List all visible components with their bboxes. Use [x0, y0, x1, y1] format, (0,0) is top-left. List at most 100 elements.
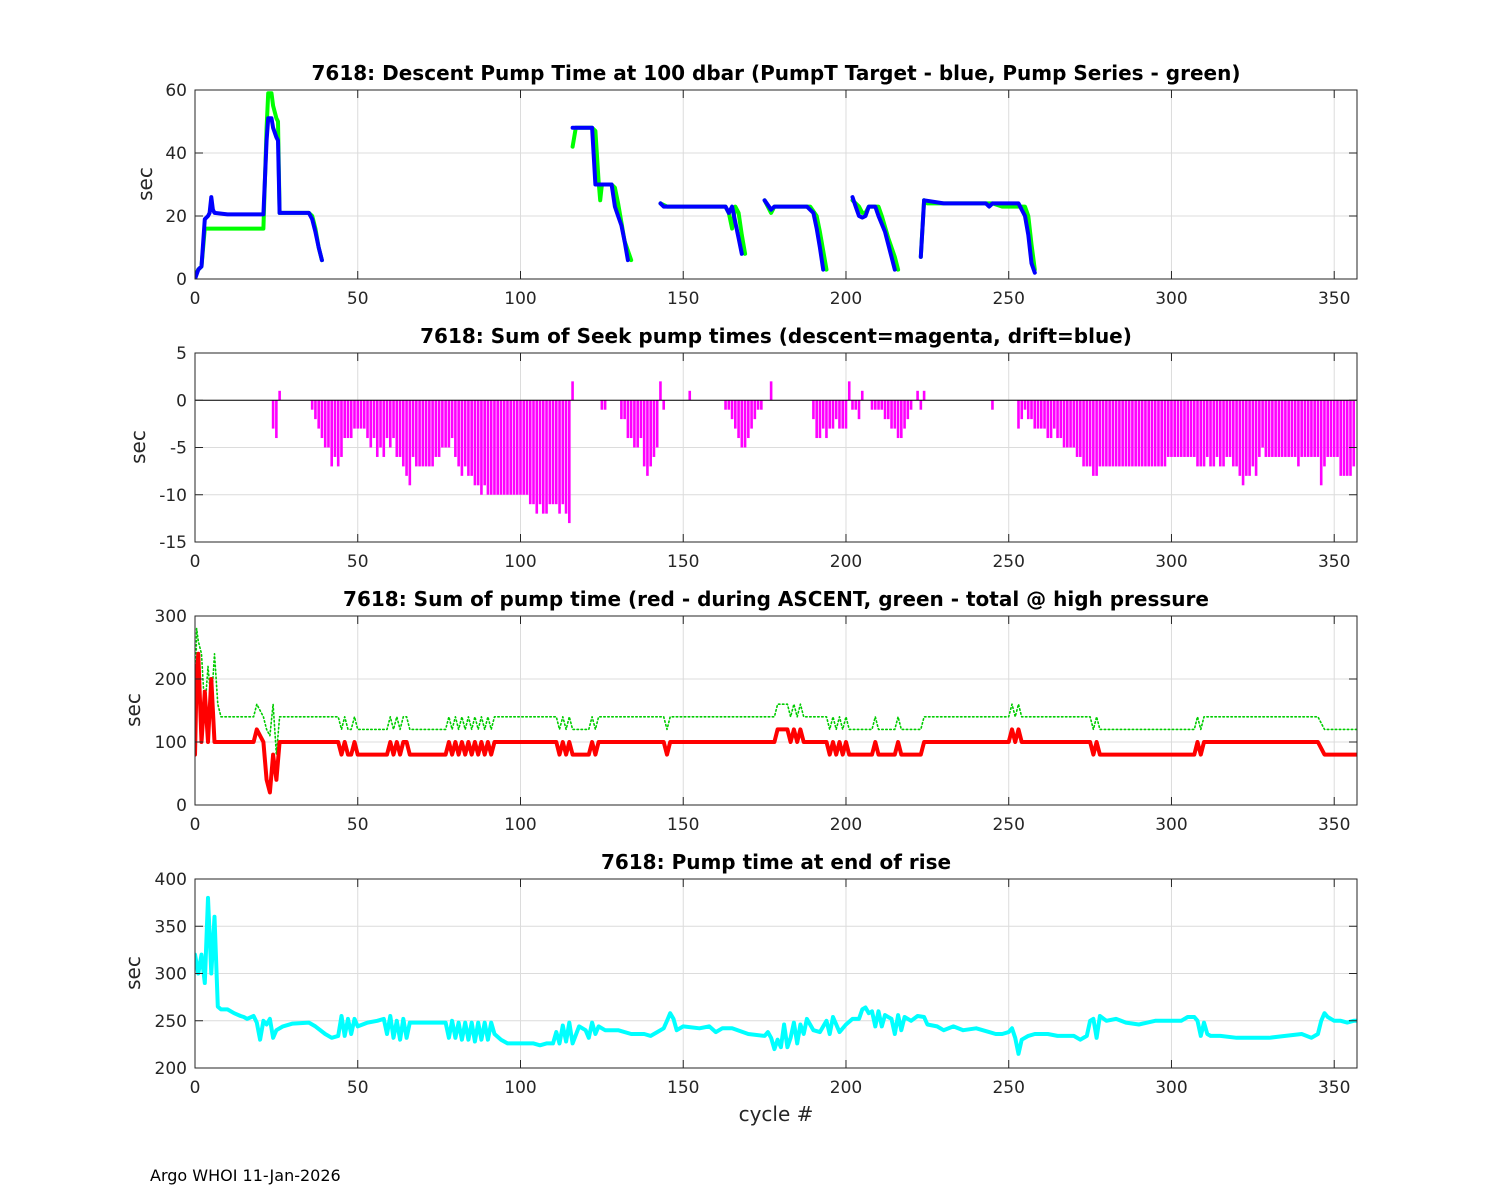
bar [1293, 400, 1297, 457]
bar [431, 400, 434, 467]
panel-title: 7618: Pump time at end of rise [601, 850, 951, 874]
bar [831, 400, 835, 429]
bar [659, 381, 662, 401]
y-tick-label: 0 [176, 270, 187, 290]
bar [1258, 400, 1261, 457]
bar [1329, 400, 1333, 457]
x-tick-label: 150 [667, 815, 699, 835]
series-line [850, 195, 897, 272]
x-tick-label: 250 [992, 1078, 1024, 1098]
end-of-rise-panel: 7618: Pump time at end of rise sec cycle… [121, 850, 1358, 1126]
series-line [195, 627, 1357, 756]
y-axis-label: sec [126, 430, 150, 464]
bar [359, 400, 363, 429]
bar [1098, 400, 1102, 467]
bar [548, 400, 552, 505]
series-line [762, 198, 826, 272]
x-tick-label: 300 [1155, 1078, 1187, 1098]
bar [489, 400, 493, 495]
y-axis-label: sec [133, 167, 157, 201]
bar [916, 390, 919, 401]
bar [1049, 400, 1053, 439]
bar [1271, 400, 1274, 457]
bar [310, 400, 314, 410]
bar [314, 400, 317, 420]
bar [392, 400, 395, 439]
bar [1209, 400, 1212, 467]
bar [1166, 400, 1170, 457]
bar [818, 400, 822, 439]
bar [639, 400, 643, 439]
bar [662, 400, 666, 410]
bar [883, 400, 887, 420]
bar [1215, 400, 1219, 457]
bar [734, 400, 737, 429]
bar [1251, 400, 1255, 467]
bar [1144, 400, 1147, 467]
bar [909, 400, 913, 410]
bar [1023, 400, 1027, 410]
bar [512, 400, 516, 495]
bar [1183, 400, 1186, 457]
bar [434, 400, 438, 457]
x-tick-label: 300 [1155, 552, 1187, 572]
bar [743, 400, 747, 448]
bar [388, 400, 392, 448]
bar [847, 381, 851, 401]
bar [398, 400, 402, 457]
bar [366, 400, 369, 439]
bar [519, 400, 522, 495]
bar [437, 400, 441, 457]
bar [756, 400, 760, 410]
y-tick-label: 0 [176, 796, 187, 816]
bar [460, 400, 464, 476]
bar [724, 400, 727, 410]
y-tick-label: 200 [155, 670, 187, 690]
y-tick-label: 300 [155, 965, 187, 985]
bar [1095, 400, 1098, 476]
bar [515, 400, 519, 495]
bar [730, 400, 734, 420]
sum-pump-time-panel: 7618: Sum of pump time (red - during ASC… [121, 587, 1358, 835]
bar [603, 400, 607, 410]
bar [421, 400, 425, 467]
bar [467, 400, 470, 476]
bar [424, 400, 428, 467]
bar [1026, 400, 1030, 420]
bar [1088, 400, 1092, 467]
y-tick-label: 250 [155, 1012, 187, 1032]
bar [568, 400, 571, 524]
bar [828, 400, 832, 429]
bar [991, 400, 994, 410]
bar [1127, 400, 1131, 467]
bar [444, 400, 447, 448]
x-tick-label: 150 [667, 1078, 699, 1098]
x-tick-label: 50 [347, 1078, 369, 1098]
x-tick-label: 250 [992, 815, 1024, 835]
bar [747, 400, 750, 439]
bar [1131, 400, 1134, 467]
bar [571, 381, 574, 401]
bar [454, 400, 457, 457]
bar [1345, 400, 1349, 476]
bar [343, 400, 347, 439]
bar [1313, 400, 1316, 457]
x-tick-label: 250 [992, 289, 1024, 309]
bar [1046, 400, 1050, 439]
series-line [658, 201, 744, 256]
y-tick-label: 20 [165, 207, 187, 227]
bar [903, 400, 906, 429]
bar [1254, 400, 1258, 476]
bar [333, 400, 337, 457]
descent-pump-time-panel: 7618: Descent Pump Time at 100 dbar (Pum… [133, 61, 1358, 309]
bar [1267, 400, 1271, 457]
bar [1052, 400, 1056, 429]
bar [857, 400, 861, 420]
axes-box [194, 615, 1358, 806]
bar [1342, 400, 1346, 476]
bar [496, 400, 500, 495]
y-axis-label: sec [121, 693, 145, 727]
x-tick-label: 0 [190, 552, 201, 572]
series-line [918, 198, 1037, 275]
bar [1137, 400, 1141, 467]
